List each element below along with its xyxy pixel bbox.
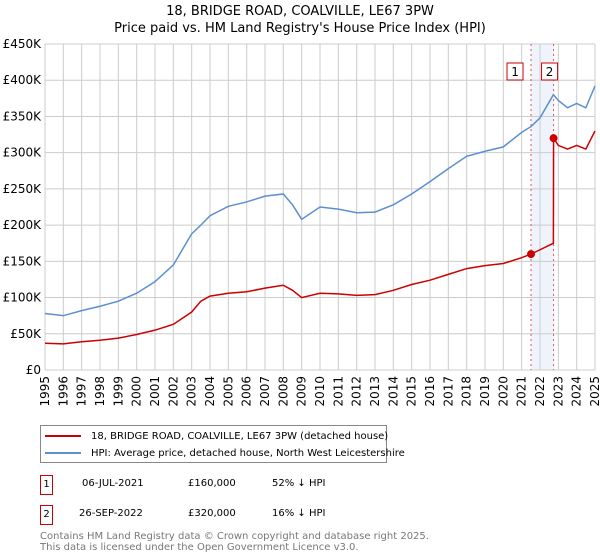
x-tick-label: 2006 <box>240 376 254 407</box>
sale-badge: 2 <box>40 505 53 525</box>
x-tick-label: 2019 <box>478 376 492 407</box>
x-tick-label: 2014 <box>386 376 400 407</box>
x-tick-label: 2013 <box>368 376 382 407</box>
x-tick-label: 2012 <box>350 376 364 407</box>
x-tick-label: 2021 <box>515 376 529 407</box>
x-tick-label: 2023 <box>551 376 565 407</box>
x-tick-label: 2025 <box>588 376 600 407</box>
series-line <box>44 130 596 345</box>
x-tick-label: 2005 <box>221 376 235 407</box>
legend-swatch-red <box>45 435 81 437</box>
x-tick-label: 2007 <box>258 376 272 407</box>
y-tick-label: £400K <box>3 73 43 87</box>
y-tick-label: £300K <box>3 146 43 160</box>
x-tick-label: 2008 <box>276 376 290 407</box>
y-tick-label: £450K <box>3 37 43 51</box>
legend: 18, BRIDGE ROAD, COALVILLE, LE67 3PW (de… <box>40 425 405 463</box>
chart-title: 18, BRIDGE ROAD, COALVILLE, LE67 3PW <box>166 4 434 19</box>
x-tick-label: 2003 <box>185 376 199 407</box>
legend-item-property: 18, BRIDGE ROAD, COALVILLE, LE67 3PW (de… <box>45 428 388 444</box>
y-tick-label: £50K <box>10 327 42 341</box>
x-tick-label: 1996 <box>56 376 70 407</box>
x-tick-label: 1997 <box>75 376 89 407</box>
sale-badge-label: 2 <box>546 65 554 79</box>
footer-line: Contains HM Land Registry data © Crown c… <box>40 531 429 542</box>
x-tick-label: 2020 <box>496 376 510 407</box>
y-tick-label: £150K <box>3 254 43 268</box>
sale-badge <box>506 62 524 81</box>
y-tick-label: £100K <box>3 291 43 305</box>
y-tick-label: £200K <box>3 218 43 232</box>
legend-label: HPI: Average price, detached house, Nort… <box>91 447 405 459</box>
x-tick-label: 2009 <box>295 376 309 407</box>
sale-date: 06-JUL-2021 <box>82 478 144 489</box>
y-tick-label: £350K <box>3 109 43 123</box>
sale-price: £160,000 <box>188 478 236 489</box>
x-tick-label: 2024 <box>570 376 584 407</box>
x-tick-label: 2018 <box>460 376 474 407</box>
legend-item-hpi: HPI: Average price, detached house, Nort… <box>45 445 405 461</box>
footer-line: This data is licensed under the Open Gov… <box>40 542 359 553</box>
sale-badge: 1 <box>40 475 53 495</box>
x-tick-label: 2002 <box>166 376 180 407</box>
y-tick-label: £0 <box>26 363 41 377</box>
table-row: 2 26-SEP-2022 £320,000 16% ↓ HPI <box>40 505 440 525</box>
x-tick-label: 2010 <box>313 376 327 407</box>
legend-swatch-blue <box>45 452 81 454</box>
x-tick-label: 2011 <box>331 376 345 407</box>
sale-price: £320,000 <box>188 508 236 519</box>
y-tick-label: £250K <box>3 182 43 196</box>
sale-point <box>527 250 536 259</box>
x-tick-label: 2015 <box>405 376 419 407</box>
x-tick-label: 2022 <box>533 376 547 407</box>
x-tick-label: 2001 <box>148 376 162 407</box>
x-tick-label: 2000 <box>130 376 144 407</box>
footer: Contains HM Land Registry data © Crown c… <box>40 531 429 553</box>
chart-subtitle: Price paid vs. HM Land Registry's House … <box>114 21 486 36</box>
sale-badge-label: 1 <box>511 65 519 79</box>
x-tick-label: 2016 <box>423 376 437 407</box>
x-tick-label: 1995 <box>38 376 52 407</box>
x-tick-label: 2017 <box>441 376 455 407</box>
x-tick-label: 1999 <box>111 376 125 407</box>
sale-hpi-diff: 52% ↓ HPI <box>272 478 326 489</box>
sale-badge <box>541 62 559 81</box>
x-tick-label: 2004 <box>203 376 217 407</box>
sale-point <box>549 134 558 143</box>
sale-date: 26-SEP-2022 <box>79 508 143 519</box>
sale-hpi-diff: 16% ↓ HPI <box>272 508 326 519</box>
chart-plot: 1995 1996 1997 1998 1999 2000 2001 2002 2003 2004… <box>3 37 600 407</box>
series-line <box>44 85 596 317</box>
legend-label: 18, BRIDGE ROAD, COALVILLE, LE67 3PW (de… <box>91 430 389 442</box>
sale-period-shade <box>531 44 554 370</box>
x-tick-label: 1998 <box>93 376 107 407</box>
table-row: 1 06-JUL-2021 £160,000 52% ↓ HPI <box>40 475 440 495</box>
